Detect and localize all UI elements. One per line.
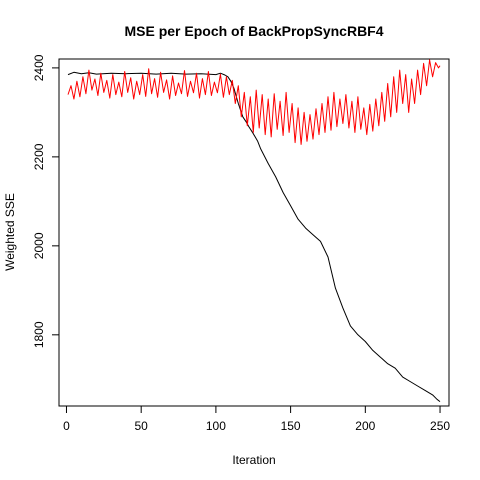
chart-title: MSE per Epoch of BackPropSyncRBF4 bbox=[124, 23, 383, 39]
y-tick-label: 2000 bbox=[32, 232, 46, 259]
x-tick-label: 0 bbox=[63, 419, 70, 433]
x-tick-label: 250 bbox=[430, 419, 450, 433]
plot-frame bbox=[58, 58, 450, 407]
x-axis: 0 50 100 150 200 250 bbox=[63, 406, 450, 433]
y-axis: 1800 2000 2200 2400 bbox=[32, 54, 59, 348]
x-tick-label: 50 bbox=[135, 419, 149, 433]
x-tick-label: 100 bbox=[206, 419, 226, 433]
y-axis-label: Weighted SSE bbox=[3, 193, 17, 271]
x-tick-label: 150 bbox=[281, 419, 301, 433]
y-tick-label: 1800 bbox=[32, 321, 46, 348]
y-tick-label: 2200 bbox=[32, 143, 46, 170]
x-tick-label: 200 bbox=[355, 419, 375, 433]
series-line-black bbox=[67, 71, 441, 402]
x-axis-label: Iteration bbox=[232, 453, 275, 467]
series-line-red bbox=[67, 59, 441, 145]
series-layer bbox=[67, 59, 441, 402]
y-tick-label: 2400 bbox=[32, 54, 46, 81]
